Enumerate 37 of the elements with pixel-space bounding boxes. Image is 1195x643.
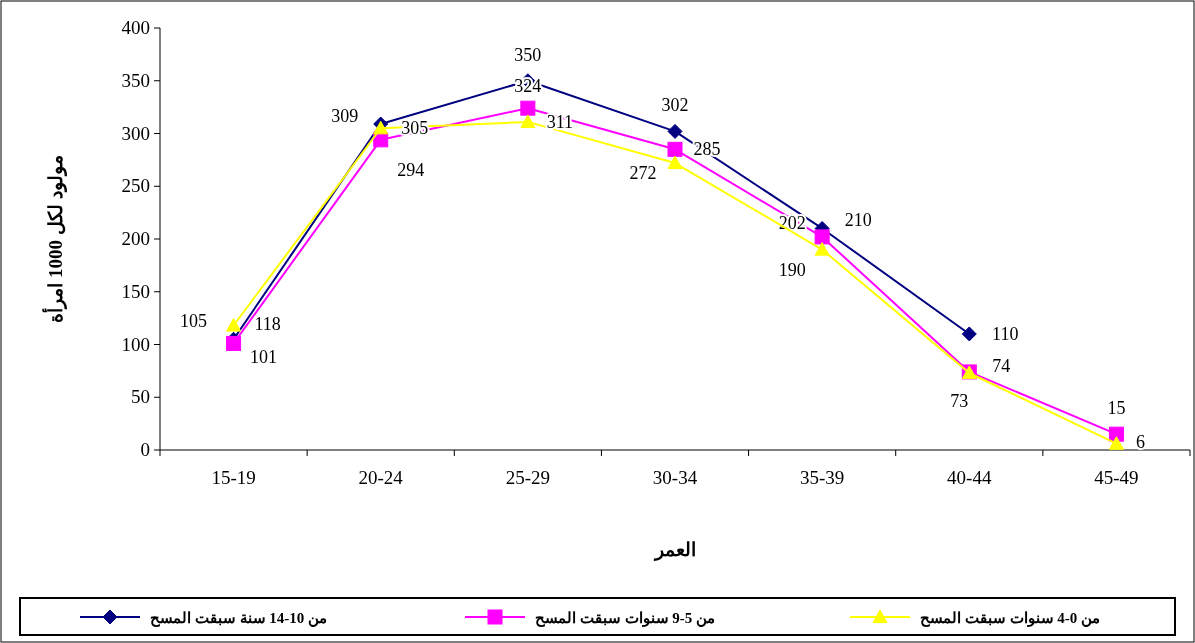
legend-label: من 10-14 سنة سبقت المسح — [150, 610, 327, 627]
x-tick-label: 40-44 — [947, 467, 992, 488]
x-tick-label: 25-29 — [505, 467, 551, 488]
data-label: 190 — [778, 259, 806, 280]
y-tick-label: 250 — [121, 175, 150, 197]
x-axis-title: العمر — [652, 539, 696, 561]
legend-label: من 5-9 سنوات سبقت المسح — [535, 610, 715, 627]
data-label: 110 — [992, 323, 1019, 344]
y-tick-label: 0 — [140, 439, 150, 460]
data-label: 74 — [992, 355, 1011, 376]
x-tick-label: 35-39 — [799, 467, 845, 488]
data-label: 73 — [950, 390, 969, 411]
x-tick-label: 15-19 — [211, 467, 256, 488]
y-tick-label: 400 — [121, 17, 150, 38]
data-label: 210 — [844, 210, 872, 231]
y-tick-label: 200 — [121, 228, 150, 249]
data-label: 101 — [250, 347, 278, 368]
y-tick-label: 350 — [121, 69, 150, 91]
data-label: 118 — [254, 313, 281, 334]
y-tick-label: 50 — [131, 386, 150, 408]
data-label: 311 — [546, 111, 574, 132]
data-label: 15 — [1107, 398, 1126, 419]
data-label: 105 — [180, 311, 208, 332]
data-label: 302 — [661, 95, 689, 116]
data-label: 350 — [514, 44, 542, 65]
y-tick-label: 100 — [121, 333, 150, 355]
data-label: 309 — [331, 106, 359, 126]
data-label: 272 — [629, 163, 657, 184]
data-label: 294 — [397, 159, 425, 180]
y-tick-label: 150 — [121, 280, 150, 302]
x-tick-label: 30-34 — [652, 467, 698, 488]
legend-label: من 0-4 سنوات سبقت المسح — [920, 610, 1100, 627]
y-tick-label: 300 — [121, 122, 150, 144]
x-tick-label: 45-49 — [1094, 467, 1139, 488]
x-tick-label: 20-24 — [358, 467, 404, 488]
data-label: 6 — [1135, 431, 1145, 452]
y-axis-title: مولود لكل 1000 امرأة — [42, 155, 67, 323]
